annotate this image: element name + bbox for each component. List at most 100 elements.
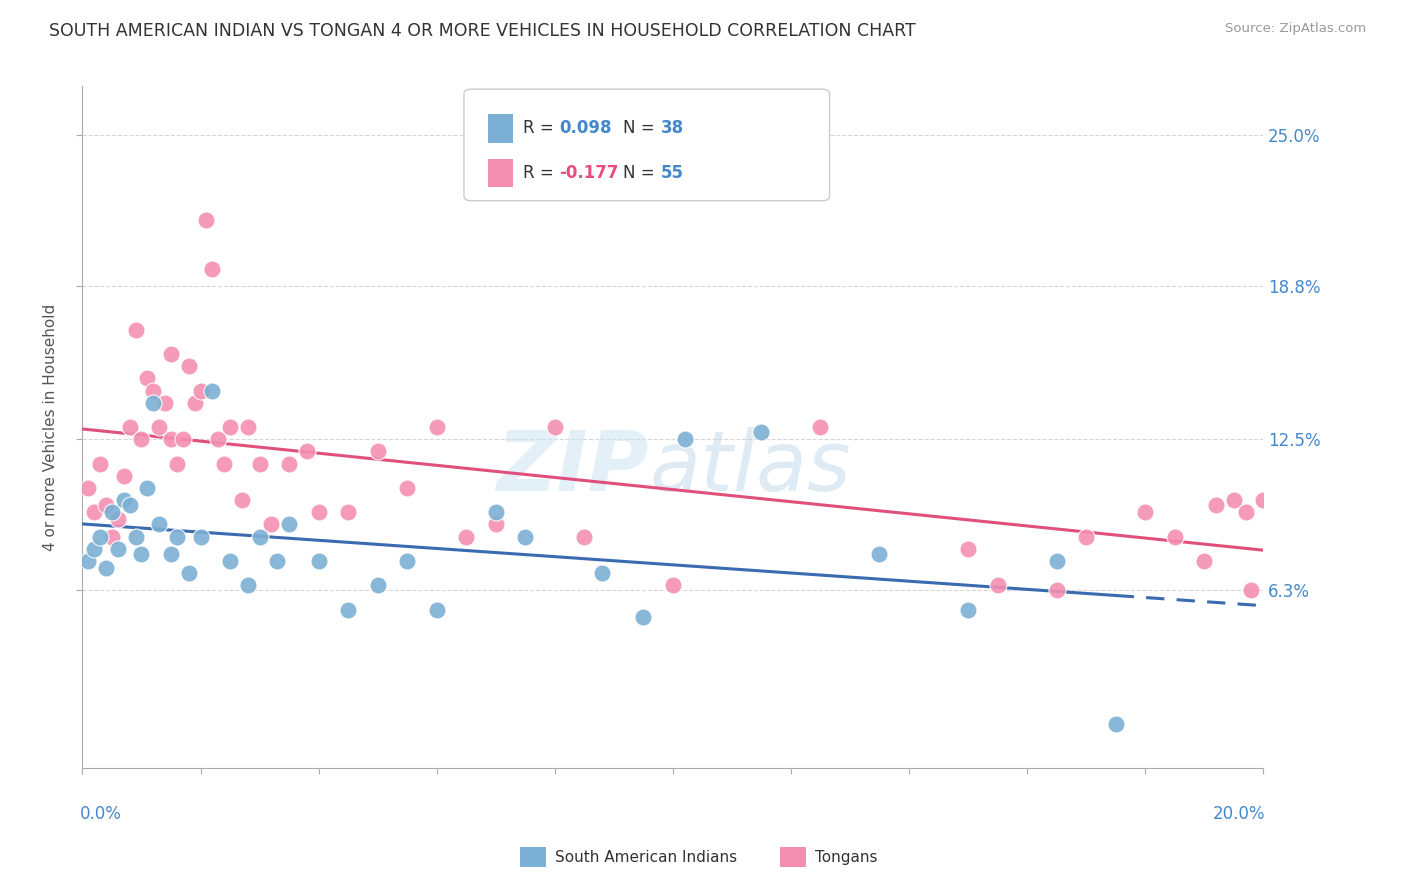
Point bbox=[956, 541, 979, 556]
Point bbox=[751, 425, 773, 439]
Point bbox=[986, 578, 1008, 592]
Point bbox=[94, 498, 117, 512]
Point bbox=[77, 554, 100, 568]
Point bbox=[249, 457, 271, 471]
Point bbox=[1251, 493, 1274, 508]
Point bbox=[177, 359, 200, 374]
Point bbox=[142, 384, 165, 398]
Point bbox=[148, 420, 170, 434]
Text: -0.177: -0.177 bbox=[560, 164, 619, 182]
Point bbox=[183, 395, 205, 409]
Point bbox=[118, 498, 141, 512]
Point bbox=[633, 610, 655, 624]
Point bbox=[456, 529, 478, 543]
Point bbox=[574, 529, 596, 543]
Point bbox=[118, 420, 141, 434]
Point bbox=[1074, 529, 1097, 543]
Point bbox=[112, 468, 135, 483]
Text: 0.0%: 0.0% bbox=[80, 805, 122, 823]
Point bbox=[308, 554, 330, 568]
Point bbox=[195, 213, 218, 227]
Point bbox=[869, 547, 891, 561]
Text: 0.098: 0.098 bbox=[560, 119, 612, 136]
Point bbox=[172, 432, 194, 446]
Text: 38: 38 bbox=[661, 119, 683, 136]
Point bbox=[112, 493, 135, 508]
Text: South American Indians: South American Indians bbox=[555, 850, 738, 864]
Point bbox=[190, 529, 212, 543]
Point bbox=[1205, 498, 1227, 512]
Point bbox=[124, 529, 146, 543]
Point bbox=[1133, 505, 1156, 519]
Point bbox=[249, 529, 271, 543]
Point bbox=[266, 554, 288, 568]
Point bbox=[236, 420, 259, 434]
Point bbox=[207, 432, 229, 446]
Point bbox=[236, 578, 259, 592]
Point bbox=[673, 432, 696, 446]
Point bbox=[166, 457, 188, 471]
Point bbox=[591, 566, 613, 580]
Point bbox=[260, 517, 283, 532]
Point bbox=[107, 541, 129, 556]
Y-axis label: 4 or more Vehicles in Household: 4 or more Vehicles in Household bbox=[44, 303, 58, 550]
Point bbox=[201, 384, 224, 398]
Point bbox=[1240, 583, 1263, 598]
Text: N =: N = bbox=[623, 119, 659, 136]
Point bbox=[308, 505, 330, 519]
Point bbox=[219, 420, 242, 434]
Point bbox=[295, 444, 318, 458]
Point bbox=[810, 420, 832, 434]
Point bbox=[89, 457, 111, 471]
Point bbox=[231, 493, 253, 508]
Point bbox=[101, 505, 124, 519]
Point bbox=[77, 481, 100, 495]
Point bbox=[1222, 493, 1244, 508]
Point bbox=[101, 529, 124, 543]
Text: 20.0%: 20.0% bbox=[1213, 805, 1265, 823]
Point bbox=[367, 578, 389, 592]
Point bbox=[166, 529, 188, 543]
Point bbox=[83, 505, 105, 519]
Point bbox=[662, 578, 685, 592]
Point bbox=[190, 384, 212, 398]
Point bbox=[1234, 505, 1257, 519]
Point bbox=[426, 420, 449, 434]
Point bbox=[83, 541, 105, 556]
Point bbox=[131, 547, 153, 561]
Text: atlas: atlas bbox=[650, 427, 851, 508]
Point bbox=[485, 505, 508, 519]
Point bbox=[367, 444, 389, 458]
Point bbox=[485, 517, 508, 532]
Text: 55: 55 bbox=[661, 164, 683, 182]
Point bbox=[160, 347, 183, 361]
Text: ZIP: ZIP bbox=[496, 427, 650, 508]
Point bbox=[107, 512, 129, 526]
Text: R =: R = bbox=[523, 164, 560, 182]
Text: Source: ZipAtlas.com: Source: ZipAtlas.com bbox=[1226, 22, 1367, 36]
Point bbox=[131, 432, 153, 446]
Point bbox=[1192, 554, 1215, 568]
Point bbox=[396, 554, 419, 568]
Point bbox=[337, 505, 360, 519]
Point bbox=[212, 457, 235, 471]
Point bbox=[515, 529, 537, 543]
Point bbox=[153, 395, 176, 409]
Point bbox=[1045, 583, 1067, 598]
Text: N =: N = bbox=[623, 164, 659, 182]
Point bbox=[160, 547, 183, 561]
Point bbox=[89, 529, 111, 543]
Text: Tongans: Tongans bbox=[815, 850, 877, 864]
Point bbox=[337, 602, 360, 616]
Point bbox=[142, 395, 165, 409]
Point bbox=[544, 420, 567, 434]
Point bbox=[219, 554, 242, 568]
Point bbox=[201, 261, 224, 276]
Point bbox=[136, 371, 159, 385]
Point bbox=[956, 602, 979, 616]
Text: SOUTH AMERICAN INDIAN VS TONGAN 4 OR MORE VEHICLES IN HOUSEHOLD CORRELATION CHAR: SOUTH AMERICAN INDIAN VS TONGAN 4 OR MOR… bbox=[49, 22, 915, 40]
Point bbox=[1163, 529, 1185, 543]
Point bbox=[1045, 554, 1067, 568]
Point bbox=[278, 517, 301, 532]
Point bbox=[177, 566, 200, 580]
